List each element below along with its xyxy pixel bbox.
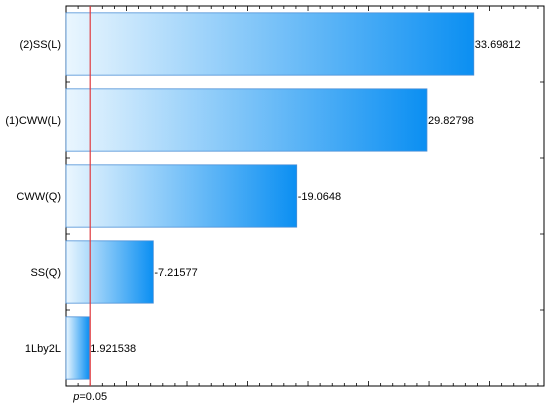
category-label-1: (1)CWW(L) (5, 115, 61, 127)
bar-4 (65, 316, 90, 380)
category-label-3: SS(Q) (30, 267, 61, 279)
significance-label: p=0.05 (72, 391, 107, 403)
category-label-4: 1Lby2L (25, 343, 61, 355)
category-labels: (2)SS(L) (1)CWW(L) CWW(Q) SS(Q) 1Lby2L (5, 39, 61, 355)
value-label-3: -7.21577 (154, 267, 197, 279)
bar-0 (65, 12, 475, 76)
bar-1 (65, 88, 428, 152)
value-label-1: 29.82798 (428, 115, 474, 127)
bar-2 (65, 164, 298, 228)
significance-label-value: =0.05 (79, 391, 107, 403)
significance-label-p: p (72, 391, 79, 403)
value-label-0: 33.69812 (475, 39, 521, 51)
value-labels: 33.69812 29.82798 -19.0648 -7.21577 1.921538 (90, 39, 520, 355)
bars-group (65, 12, 475, 380)
category-label-0: (2)SS(L) (19, 39, 61, 51)
category-label-2: CWW(Q) (16, 191, 61, 203)
bar-3 (65, 240, 154, 304)
value-label-2: -19.0648 (298, 191, 341, 203)
value-label-4: 1.921538 (90, 343, 136, 355)
